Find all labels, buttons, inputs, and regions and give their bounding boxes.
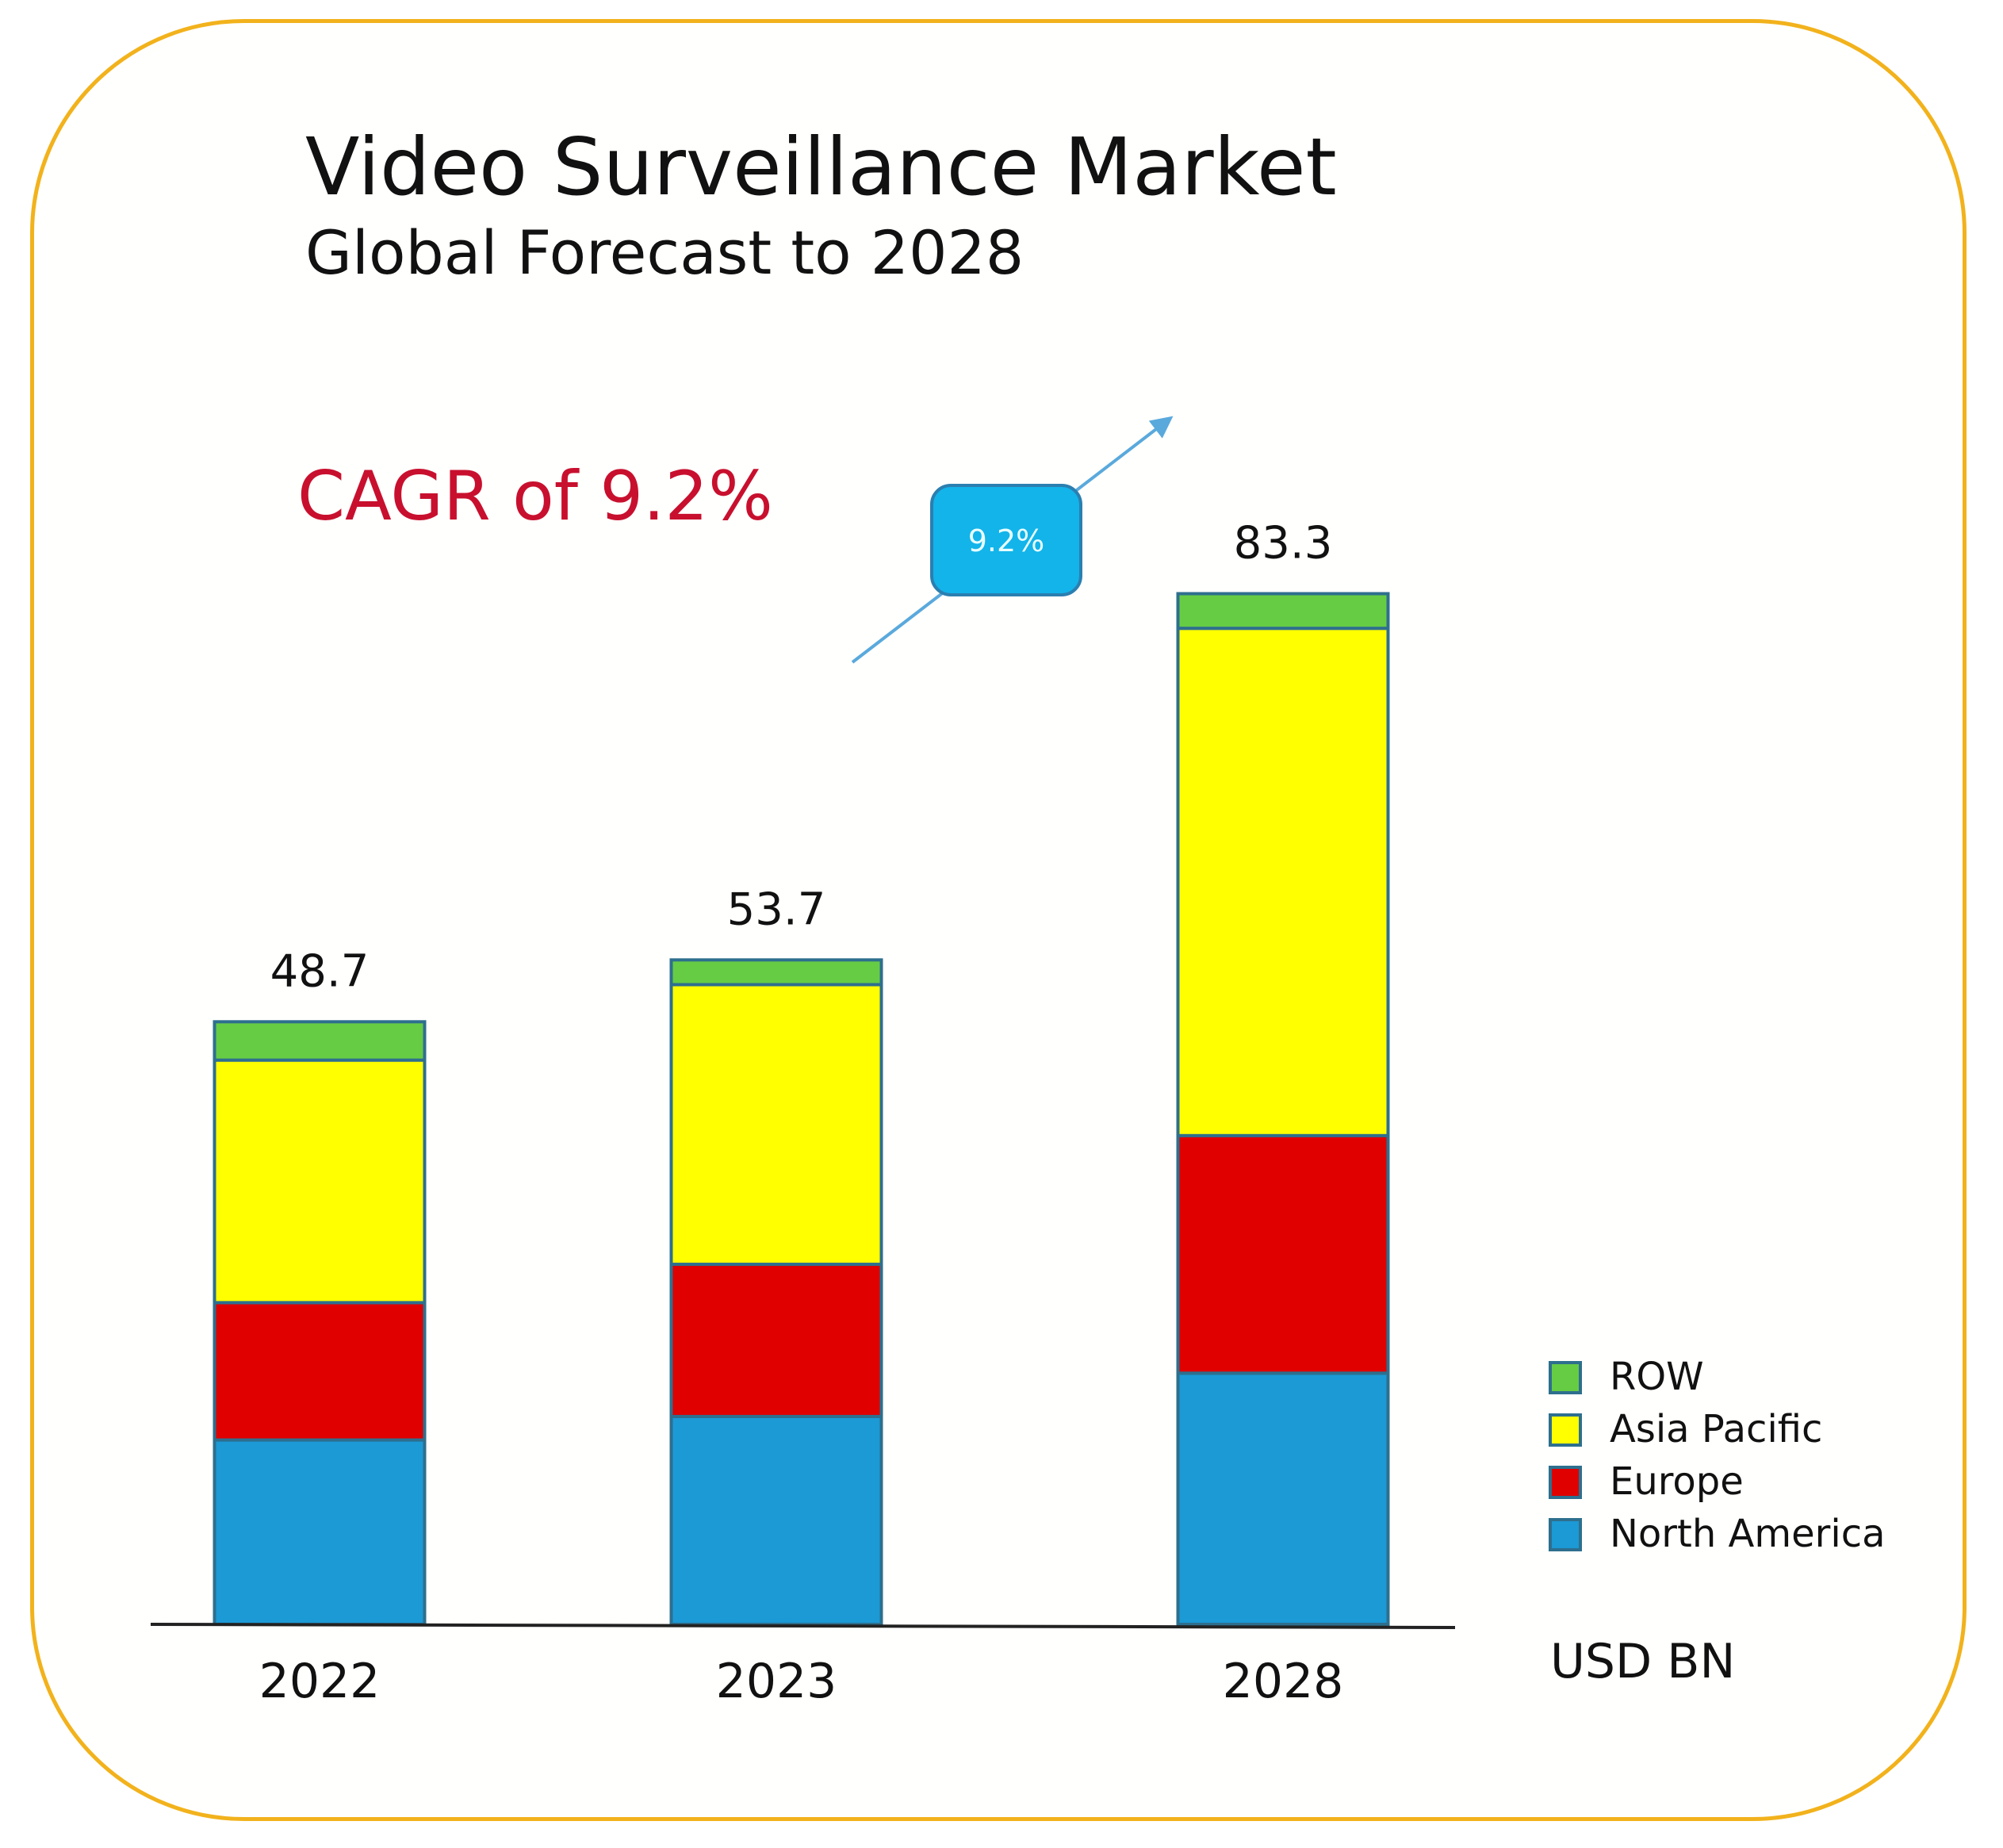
legend-label-row: ROW — [1610, 1355, 1704, 1399]
bar-segment-row-2023 — [669, 958, 883, 987]
growth-badge-box — [930, 484, 1082, 596]
legend-swatch-asia-pacific — [1549, 1413, 1582, 1447]
growth-badge: 9.2% — [930, 484, 1082, 596]
labels-layer: 48.7 2022 53.7 2023 83.3 2028 — [259, 518, 1344, 1709]
bar-segment-north-america-2023 — [669, 1414, 883, 1627]
bar-segment-row-2022 — [213, 1020, 427, 1062]
bar-segment-asia-pacific-2023 — [669, 983, 883, 1267]
bar-total-label-2022: 48.7 — [270, 945, 370, 997]
x-axis-line — [150, 1623, 1456, 1629]
x-tick-label-2028: 2028 — [1223, 1654, 1344, 1709]
bar-segment-asia-pacific-2028 — [1176, 627, 1390, 1137]
bar-total-label-2028: 83.3 — [1234, 518, 1333, 569]
chart-title: Video Surveillance Market — [305, 121, 1337, 213]
legend-swatch-row — [1549, 1361, 1582, 1394]
chart-subtitle: Global Forecast to 2028 — [305, 217, 1024, 288]
cagr-annotation: CAGR of 9.2% — [297, 457, 773, 536]
legend-swatch-north-america — [1549, 1518, 1582, 1551]
legend-label-asia-pacific: Asia Pacific — [1610, 1407, 1822, 1451]
bars-layer — [213, 592, 1390, 1627]
bar-segment-north-america-2028 — [1176, 1371, 1390, 1626]
x-tick-label-2023: 2023 — [716, 1654, 837, 1709]
bar-segment-north-america-2022 — [213, 1438, 427, 1627]
bar-segment-asia-pacific-2022 — [213, 1058, 427, 1305]
legend-swatch-europe — [1549, 1466, 1582, 1499]
legend-label-north-america: North America — [1610, 1512, 1886, 1556]
growth-badge-label: 9.2% — [968, 523, 1045, 558]
unit-label: USD BN — [1550, 1634, 1735, 1689]
bar-segment-row-2028 — [1176, 592, 1390, 631]
bar-segment-europe-2023 — [669, 1263, 883, 1418]
legend-label-europe: Europe — [1610, 1459, 1744, 1504]
bar-total-label-2023: 53.7 — [727, 884, 826, 935]
bar-segment-europe-2022 — [213, 1301, 427, 1442]
x-tick-label-2022: 2022 — [259, 1654, 381, 1709]
bar-segment-europe-2028 — [1176, 1133, 1390, 1375]
legend: ROW Asia Pacific Europe North America — [1549, 1355, 1886, 1556]
